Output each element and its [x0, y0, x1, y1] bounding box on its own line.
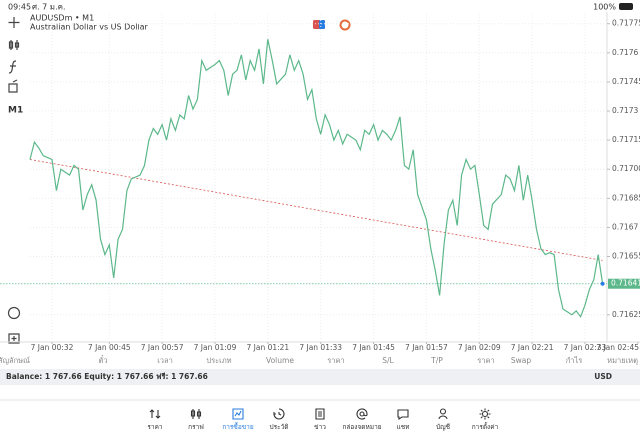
x-tick-label: 7 Jan 02:45 — [596, 343, 639, 352]
column-header[interactable]: Swap — [511, 356, 531, 365]
price-line — [29, 39, 604, 318]
nav-label[interactable]: กราฟ — [188, 423, 204, 431]
battery-icon — [619, 3, 633, 10]
nav-label[interactable]: ข่าว — [314, 423, 326, 431]
nav-icon[interactable] — [438, 408, 448, 420]
x-tick-label: 7 Jan 00:32 — [31, 343, 74, 352]
objects-tool[interactable] — [8, 79, 18, 93]
x-tick-label: 7 Jan 02:09 — [458, 343, 501, 352]
y-tick-label: 0.7176 — [612, 48, 638, 57]
column-header[interactable]: ราคา — [477, 356, 494, 365]
nav-label[interactable]: กล่องจดหมาย — [342, 423, 381, 431]
balance-text: Balance: 1 767.66 Equity: 1 767.66 ฟรี: … — [6, 372, 208, 381]
nav-icon[interactable] — [315, 408, 325, 420]
left-toolbar — [7, 17, 21, 344]
x-tick-label: 7 Jan 01:57 — [405, 343, 448, 352]
nav-icon[interactable] — [479, 408, 491, 420]
balance-bar — [0, 369, 640, 385]
one-click-buy[interactable] — [319, 20, 325, 29]
nav-icon[interactable] — [356, 408, 368, 420]
nav-icon[interactable] — [149, 409, 161, 419]
x-tick-label: 7 Jan 01:33 — [299, 343, 342, 352]
nav-label[interactable]: ราคา — [147, 423, 162, 431]
status-battery: 100% — [593, 3, 616, 12]
y-tick-label: 0.7173 — [612, 106, 638, 115]
y-tick-label: 0.71700 — [612, 164, 640, 173]
current-price-box — [608, 278, 640, 289]
y-tick-label: 0.71625 — [612, 310, 640, 319]
y-tick-label: 0.71775 — [612, 19, 640, 28]
column-header[interactable]: หมายเหตุ — [607, 356, 638, 365]
nav-label[interactable]: แชท — [397, 423, 410, 431]
y-tick-label: 0.71745 — [612, 77, 640, 86]
x-tick-label: 7 Jan 01:21 — [246, 343, 289, 352]
column-header[interactable]: ตั๋ว — [98, 355, 107, 365]
column-header[interactable]: Volume — [266, 356, 294, 365]
nav-label[interactable]: ประวัติ — [270, 423, 289, 431]
nav-icon[interactable] — [273, 408, 285, 420]
nav-icon[interactable] — [397, 409, 409, 421]
x-tick-label: 7 Jan 00:57 — [141, 343, 184, 352]
function-tool[interactable] — [8, 60, 17, 74]
y-tick-label: 0.71655 — [612, 252, 640, 261]
y-tick-label: 0.71715 — [612, 135, 640, 144]
column-header[interactable]: กำไร — [566, 356, 583, 365]
status-time: 09:45 — [8, 3, 31, 12]
x-tick-label: 7 Jan 00:45 — [88, 343, 131, 352]
x-tick-label: 7 Jan 01:09 — [194, 343, 237, 352]
trade-level-icon[interactable] — [339, 19, 351, 31]
column-header[interactable]: ราคา — [327, 356, 344, 365]
nav-label[interactable]: การตั้งค่า — [472, 422, 499, 431]
current-price-label: 0.71641 — [611, 279, 640, 288]
add-tool[interactable] — [8, 333, 20, 344]
x-tick-label: 7 Jan 02:21 — [511, 343, 554, 352]
column-header[interactable]: S/L — [382, 356, 394, 365]
y-tick-label: 0.7167 — [612, 222, 638, 231]
trendline — [29, 159, 603, 261]
nav-label[interactable]: การซื้อขาย — [222, 422, 253, 431]
zoom-tool[interactable] — [7, 306, 21, 320]
nav-icon[interactable] — [232, 408, 244, 420]
column-header[interactable]: T/P — [430, 356, 443, 365]
nav-label[interactable]: บัญชี — [436, 423, 451, 431]
table-header: สัญลักษณ์ ตั๋ว เวลา ประเภท Volume ราคา S/L T/P ร… — [0, 355, 638, 365]
crosshair-tool[interactable] — [8, 17, 20, 28]
column-header[interactable]: สัญลักษณ์ — [0, 356, 30, 365]
last-point — [600, 281, 605, 286]
symbol-description: Australian Dollar vs US Dollar — [30, 23, 149, 32]
bottom-nav: ราคา กราฟ การซื้อขาย ประวัติ ข่าว กล่องจดหมาย… — [147, 408, 499, 431]
indicator-tool[interactable] — [8, 40, 20, 50]
column-header[interactable]: ประเภท — [206, 356, 231, 365]
status-date: ศ. 7 ม.ค. — [32, 3, 66, 12]
timeframe-button[interactable]: M1 — [8, 106, 23, 116]
y-tick-label: 0.71685 — [612, 193, 640, 202]
plot: 0.71625 0.71655 0.7167 0.71685 0.71700 0.7171… — [0, 14, 640, 352]
x-tick-label: 7 Jan 02:33 — [564, 343, 607, 352]
nav-icon[interactable] — [190, 409, 202, 419]
x-tick-label: 7 Jan 01:45 — [352, 343, 395, 352]
column-header[interactable]: เวลา — [157, 356, 173, 365]
symbol: AUDUSDm • M1 — [30, 14, 94, 23]
balance-currency: USD — [594, 372, 612, 381]
